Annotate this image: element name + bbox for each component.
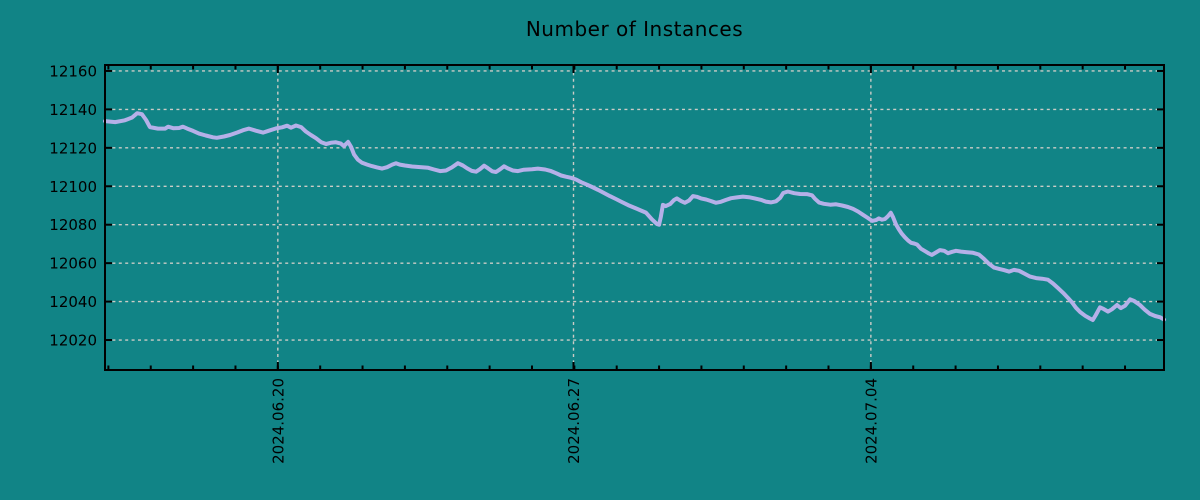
y-tick-label: 12060 bbox=[49, 255, 97, 273]
y-tick-label: 12040 bbox=[49, 293, 97, 311]
plot-border bbox=[104, 64, 1165, 371]
y-tick-label: 12160 bbox=[49, 62, 97, 80]
y-tick-label: 12100 bbox=[49, 178, 97, 196]
y-tick-label: 12140 bbox=[49, 101, 97, 119]
x-tick-label: 2024.06.20 bbox=[269, 378, 287, 464]
y-tick-label: 12080 bbox=[49, 216, 97, 234]
chart-title: Number of Instances bbox=[525, 17, 744, 41]
x-tick-label: 2024.06.27 bbox=[565, 378, 583, 464]
y-tick-label: 12020 bbox=[49, 332, 97, 350]
y-tick-label: 12120 bbox=[49, 139, 97, 157]
x-tick-label: 2024.07.04 bbox=[862, 378, 880, 464]
data-line-number-of-instances bbox=[103, 111, 1166, 322]
